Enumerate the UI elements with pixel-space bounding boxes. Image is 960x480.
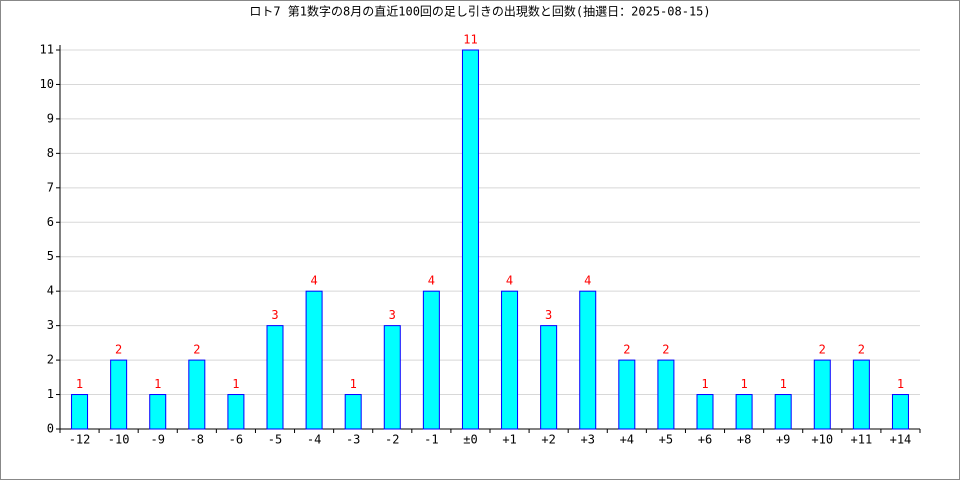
data-label: 4	[310, 274, 317, 288]
bar	[227, 394, 245, 430]
bar	[813, 359, 831, 430]
bar	[383, 325, 401, 430]
data-label: 3	[271, 308, 278, 322]
bar	[344, 394, 362, 430]
y-tick-label: 2	[47, 353, 54, 367]
bar	[696, 394, 714, 430]
x-tick-label: -3	[346, 433, 360, 447]
x-tick-label: +1	[502, 433, 516, 447]
data-label: 1	[154, 377, 161, 391]
bar	[540, 325, 558, 430]
bar	[188, 359, 206, 430]
x-tick-label: +10	[811, 433, 833, 447]
data-label: 1	[780, 377, 787, 391]
x-tick-label: -8	[190, 433, 204, 447]
y-tick-label: 8	[47, 146, 54, 160]
data-label: 3	[545, 308, 552, 322]
x-tick-label: -2	[385, 433, 399, 447]
data-label: 3	[389, 308, 396, 322]
data-label: 2	[623, 343, 630, 357]
data-label: 1	[76, 377, 83, 391]
data-label: 2	[662, 343, 669, 357]
x-tick-label: +11	[851, 433, 873, 447]
x-tick-label: +5	[659, 433, 673, 447]
x-tick-label: +14	[890, 433, 912, 447]
data-label: 1	[897, 377, 904, 391]
y-tick-label: 4	[47, 284, 54, 298]
bar	[71, 394, 89, 430]
y-tick-label: 10	[40, 77, 54, 91]
data-label: 1	[701, 377, 708, 391]
bar	[852, 359, 870, 430]
bar	[735, 394, 753, 430]
x-tick-label: -10	[108, 433, 130, 447]
data-label: 1	[232, 377, 239, 391]
y-tick-label: 11	[40, 43, 54, 57]
x-tick-label: +6	[698, 433, 712, 447]
bar	[110, 359, 128, 430]
x-tick-label: +8	[737, 433, 751, 447]
bar	[774, 394, 792, 430]
y-tick-label: 1	[47, 387, 54, 401]
x-tick-label: -9	[151, 433, 165, 447]
bar	[422, 290, 440, 430]
data-label: 4	[584, 274, 591, 288]
x-tick-label: +2	[541, 433, 555, 447]
y-tick-label: 9	[47, 111, 54, 125]
data-label: 2	[115, 343, 122, 357]
data-label: 4	[506, 274, 513, 288]
bar	[891, 394, 909, 430]
y-tick-label: 6	[47, 215, 54, 229]
x-tick-label: -1	[424, 433, 438, 447]
y-tick-label: 0	[47, 422, 54, 436]
bar	[149, 394, 167, 430]
data-label: 1	[740, 377, 747, 391]
data-label: 4	[428, 274, 435, 288]
y-tick-label: 5	[47, 249, 54, 263]
bar	[501, 290, 519, 430]
y-tick-label: 3	[47, 318, 54, 332]
x-tick-label: +3	[581, 433, 595, 447]
data-label: 11	[463, 33, 477, 47]
x-tick-label: -6	[229, 433, 243, 447]
bar	[305, 290, 323, 430]
x-tick-label: +4	[620, 433, 634, 447]
bar	[618, 359, 636, 430]
bar	[579, 290, 597, 430]
data-label: 2	[858, 343, 865, 357]
data-label: 2	[193, 343, 200, 357]
y-tick-label: 7	[47, 180, 54, 194]
x-tick-label: -5	[268, 433, 282, 447]
x-tick-label: -4	[307, 433, 321, 447]
x-tick-label: -12	[69, 433, 91, 447]
data-label: 2	[819, 343, 826, 357]
chart-title: ロト7 第1数字の8月の直近100回の足し引きの出現数と回数(抽選日：2025-…	[249, 4, 710, 19]
bar	[461, 49, 479, 430]
bar	[657, 359, 675, 430]
x-tick-label: +9	[776, 433, 790, 447]
x-tick-label: ±0	[463, 433, 477, 447]
bar	[266, 325, 284, 430]
data-label: 1	[350, 377, 357, 391]
